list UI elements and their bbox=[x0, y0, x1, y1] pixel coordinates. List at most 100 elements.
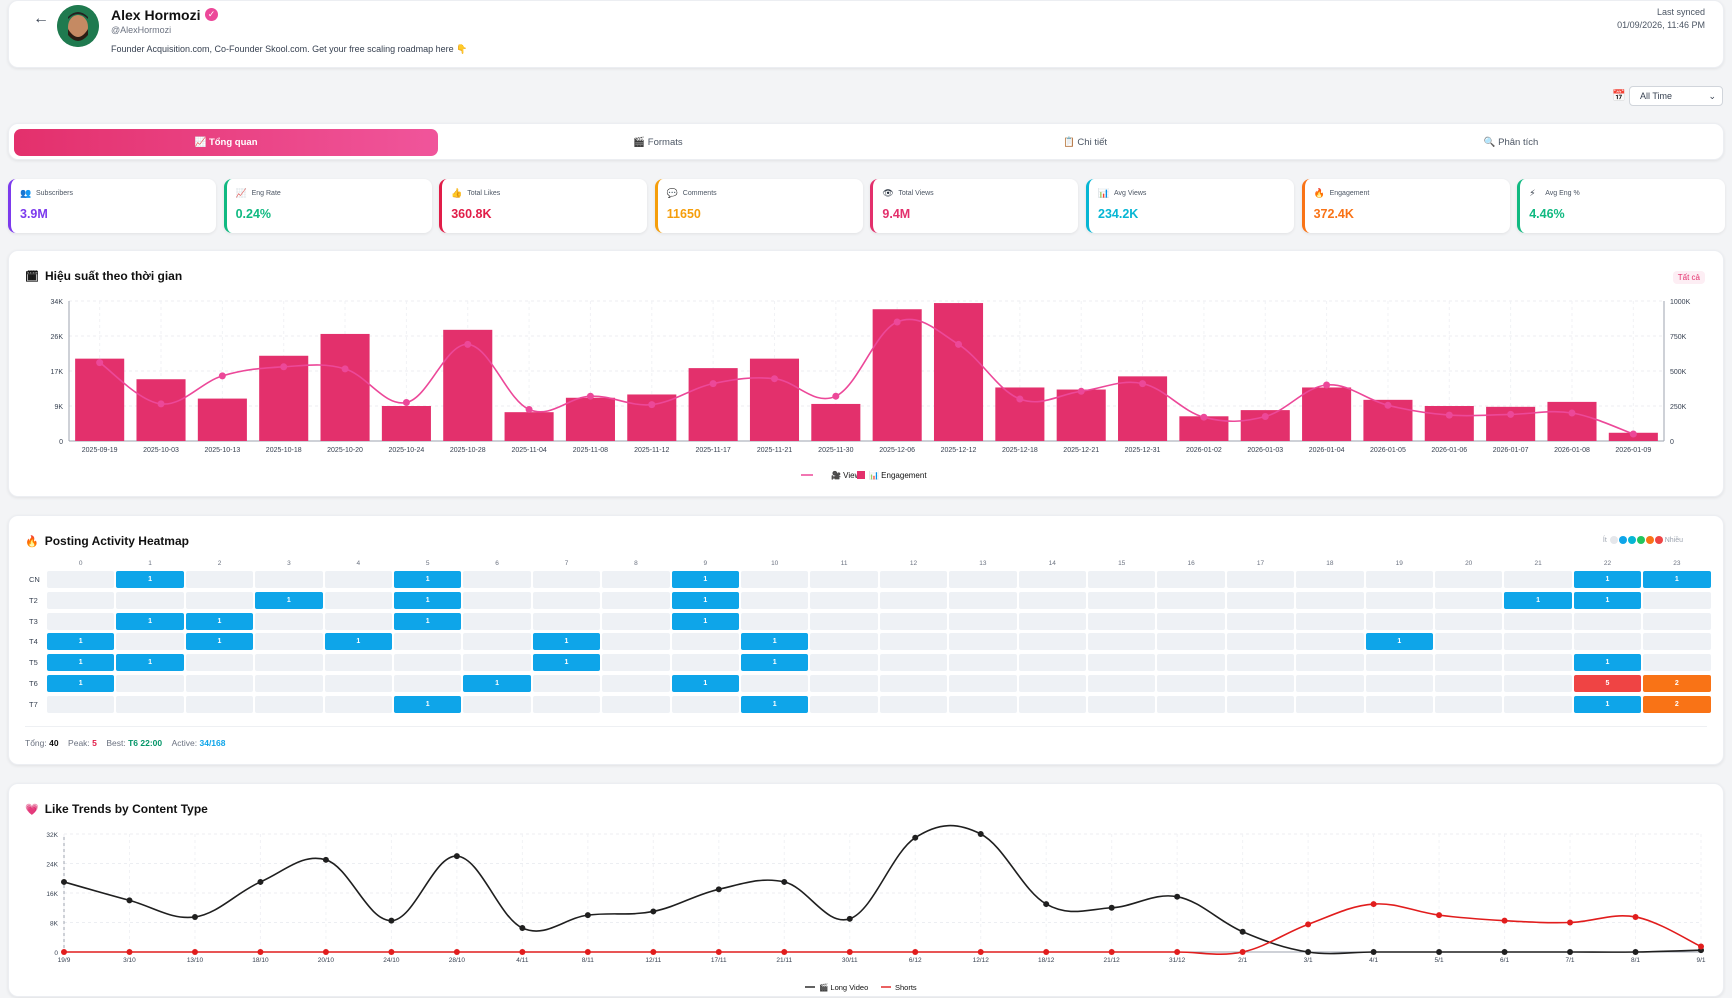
heatmap-cell[interactable] bbox=[879, 675, 948, 692]
heatmap-cell[interactable] bbox=[394, 675, 462, 692]
heatmap-cell[interactable] bbox=[1643, 591, 1711, 609]
heatmap-cell[interactable] bbox=[116, 695, 184, 713]
heatmap-cell[interactable] bbox=[1226, 633, 1295, 651]
heatmap-cell[interactable] bbox=[810, 654, 878, 672]
heatmap-cell[interactable] bbox=[949, 591, 1017, 609]
heatmap-cell[interactable] bbox=[532, 675, 601, 692]
heatmap-cell[interactable] bbox=[1365, 654, 1433, 672]
heatmap-cell[interactable] bbox=[1296, 591, 1364, 609]
heatmap-cell[interactable]: 1 bbox=[671, 675, 739, 692]
heatmap-cell[interactable] bbox=[1643, 633, 1711, 651]
heatmap-cell[interactable] bbox=[1365, 675, 1433, 692]
heatmap-cell[interactable]: 1 bbox=[255, 591, 323, 609]
tab-overview[interactable]: 📈 Tổng quan bbox=[14, 129, 438, 156]
heatmap-cell[interactable] bbox=[1018, 695, 1086, 713]
heatmap-cell[interactable] bbox=[255, 571, 323, 588]
heatmap-cell[interactable] bbox=[949, 695, 1017, 713]
heatmap-cell[interactable] bbox=[1226, 612, 1295, 630]
heatmap-cell[interactable]: 1 bbox=[47, 675, 115, 692]
heatmap-cell[interactable] bbox=[463, 591, 531, 609]
heatmap-cell[interactable] bbox=[1018, 612, 1086, 630]
heatmap-cell[interactable] bbox=[1157, 654, 1225, 672]
heatmap-cell[interactable] bbox=[949, 654, 1017, 672]
tab-formats[interactable]: 🎬 Formats bbox=[633, 137, 683, 148]
heatmap-cell[interactable] bbox=[185, 654, 254, 672]
heatmap-cell[interactable] bbox=[949, 675, 1017, 692]
heatmap-cell[interactable] bbox=[394, 633, 462, 651]
heatmap-cell[interactable] bbox=[1088, 612, 1156, 630]
tab-details[interactable]: 📋 Chi tiết bbox=[1062, 137, 1108, 148]
heatmap-cell[interactable]: 1 bbox=[116, 571, 184, 588]
heatmap-cell[interactable] bbox=[1296, 633, 1364, 651]
heatmap-cell[interactable] bbox=[879, 695, 948, 713]
heatmap-cell[interactable] bbox=[1088, 695, 1156, 713]
heatmap-cell[interactable] bbox=[1018, 591, 1086, 609]
heatmap-cell[interactable]: 1 bbox=[116, 612, 184, 630]
heatmap-cell[interactable]: 2 bbox=[1643, 675, 1711, 692]
heatmap-cell[interactable] bbox=[879, 654, 948, 672]
heatmap-cell[interactable]: 1 bbox=[394, 571, 462, 588]
heatmap-cell[interactable]: 1 bbox=[116, 654, 184, 672]
heatmap-cell[interactable] bbox=[324, 591, 392, 609]
heatmap-cell[interactable] bbox=[879, 612, 948, 630]
heatmap-cell[interactable] bbox=[1435, 591, 1503, 609]
heatmap-cell[interactable] bbox=[463, 654, 531, 672]
heatmap-cell[interactable] bbox=[1643, 612, 1711, 630]
heatmap-cell[interactable] bbox=[1018, 675, 1086, 692]
heatmap-cell[interactable]: 1 bbox=[47, 654, 115, 672]
heatmap-cell[interactable] bbox=[879, 633, 948, 651]
heatmap-cell[interactable] bbox=[810, 633, 878, 651]
heatmap-cell[interactable]: 5 bbox=[1573, 675, 1642, 692]
heatmap-cell[interactable]: 1 bbox=[1504, 591, 1572, 609]
heatmap-cell[interactable] bbox=[1018, 633, 1086, 651]
heatmap-cell[interactable] bbox=[463, 571, 531, 588]
heatmap-cell[interactable] bbox=[1504, 612, 1572, 630]
heatmap-cell[interactable] bbox=[324, 675, 392, 692]
heatmap-cell[interactable] bbox=[1365, 591, 1433, 609]
heatmap-cell[interactable]: 1 bbox=[532, 633, 601, 651]
heatmap-cell[interactable] bbox=[1504, 571, 1572, 588]
heatmap-cell[interactable] bbox=[47, 571, 115, 588]
heatmap-cell[interactable] bbox=[1088, 571, 1156, 588]
heatmap-cell[interactable] bbox=[1504, 695, 1572, 713]
heatmap-cell[interactable] bbox=[532, 591, 601, 609]
heatmap-cell[interactable] bbox=[602, 675, 670, 692]
heatmap-cell[interactable]: 1 bbox=[1573, 695, 1642, 713]
heatmap-cell[interactable] bbox=[1226, 654, 1295, 672]
heatmap-cell[interactable] bbox=[255, 612, 323, 630]
heatmap-cell[interactable] bbox=[532, 571, 601, 588]
heatmap-cell[interactable]: 1 bbox=[185, 633, 254, 651]
heatmap-cell[interactable] bbox=[1226, 571, 1295, 588]
heatmap-cell[interactable]: 1 bbox=[1365, 633, 1433, 651]
heatmap-cell[interactable] bbox=[602, 591, 670, 609]
heatmap-cell[interactable] bbox=[602, 633, 670, 651]
heatmap-cell[interactable] bbox=[602, 695, 670, 713]
heatmap-cell[interactable] bbox=[741, 591, 809, 609]
heatmap-cell[interactable] bbox=[1435, 612, 1503, 630]
heatmap-cell[interactable] bbox=[879, 591, 948, 609]
heatmap-cell[interactable] bbox=[1157, 633, 1225, 651]
heatmap-cell[interactable] bbox=[810, 612, 878, 630]
heatmap-cell[interactable]: 1 bbox=[394, 591, 462, 609]
heatmap-cell[interactable] bbox=[602, 612, 670, 630]
heatmap-cell[interactable]: 1 bbox=[463, 675, 531, 692]
heatmap-cell[interactable] bbox=[671, 695, 739, 713]
heatmap-cell[interactable] bbox=[1157, 612, 1225, 630]
heatmap-cell[interactable]: 1 bbox=[1573, 591, 1642, 609]
heatmap-cell[interactable] bbox=[1504, 654, 1572, 672]
heatmap-cell[interactable]: 1 bbox=[394, 612, 462, 630]
time-range-select[interactable]: All Time ⌄ bbox=[1629, 86, 1723, 106]
heatmap-cell[interactable] bbox=[116, 633, 184, 651]
heatmap-cell[interactable] bbox=[1435, 654, 1503, 672]
heatmap-cell[interactable] bbox=[185, 695, 254, 713]
heatmap-cell[interactable]: 1 bbox=[394, 695, 462, 713]
heatmap-cell[interactable]: 1 bbox=[671, 571, 739, 588]
heatmap-cell[interactable] bbox=[741, 612, 809, 630]
heatmap-cell[interactable]: 1 bbox=[741, 633, 809, 651]
heatmap-cell[interactable] bbox=[1157, 571, 1225, 588]
heatmap-cell[interactable] bbox=[1226, 675, 1295, 692]
heatmap-cell[interactable] bbox=[255, 675, 323, 692]
heatmap-cell[interactable] bbox=[394, 654, 462, 672]
heatmap-cell[interactable] bbox=[1018, 571, 1086, 588]
heatmap-cell[interactable] bbox=[602, 571, 670, 588]
